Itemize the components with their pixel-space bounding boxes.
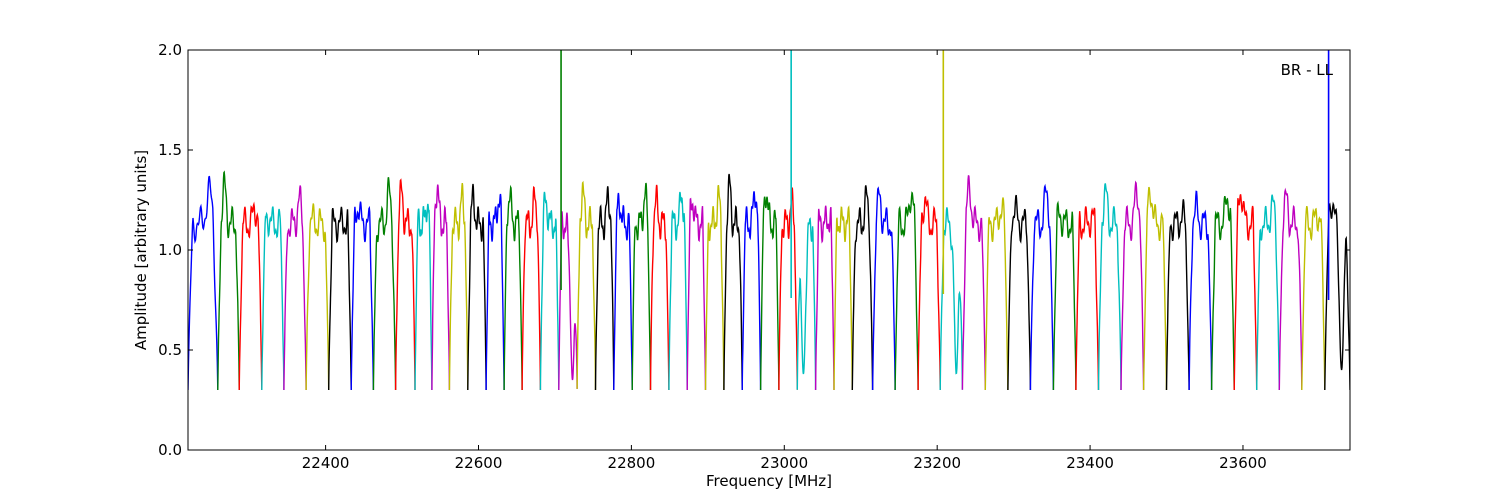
passband-segment xyxy=(759,196,780,391)
passband-segment xyxy=(704,184,725,391)
x-tick-label: 22800 xyxy=(608,454,656,472)
passband-segment xyxy=(467,183,487,391)
plot-frame xyxy=(187,49,1351,451)
x-tick-label: 22400 xyxy=(302,454,350,472)
y-tick-label: 0.0 xyxy=(158,441,182,459)
passband-segment xyxy=(485,193,505,391)
x-tick-label: 23200 xyxy=(913,454,961,472)
passband-segment xyxy=(1278,187,1303,391)
passband-segment xyxy=(686,197,707,391)
y-tick-label: 2.0 xyxy=(158,41,182,59)
passband-segment xyxy=(1120,180,1145,391)
passband-segment xyxy=(814,205,835,391)
passband-segment xyxy=(741,191,762,391)
annotation-label: BR - LL xyxy=(1281,61,1334,79)
passband-segment xyxy=(649,184,670,391)
passband-segment xyxy=(917,195,941,391)
y-axis-label: Amplitude [arbitrary units] xyxy=(132,150,150,350)
x-tick-label: 23600 xyxy=(1219,454,1267,472)
passband-segment xyxy=(350,201,375,391)
passband-segment xyxy=(1165,199,1190,391)
passband-segment xyxy=(1097,183,1122,391)
y-tick-label: 1.5 xyxy=(158,141,182,159)
passband-segment xyxy=(576,180,597,391)
passband-segment xyxy=(1142,186,1168,391)
plot-area xyxy=(188,50,1350,450)
passband-segment xyxy=(723,173,743,391)
passband-segment xyxy=(796,217,817,391)
passband-segment xyxy=(372,177,397,391)
passband-segment xyxy=(283,185,307,391)
passband-segment xyxy=(871,186,896,391)
passband-segment xyxy=(613,192,633,391)
passband-segment xyxy=(188,175,219,391)
passband-segment xyxy=(305,203,330,391)
passband-segment xyxy=(833,205,853,391)
x-tick-label: 22600 xyxy=(455,454,503,472)
passband-segment xyxy=(1075,206,1100,391)
y-tick-label: 0.5 xyxy=(158,341,182,359)
passband-segment xyxy=(631,182,652,391)
x-tick-label: 23000 xyxy=(760,454,808,472)
passband-segment xyxy=(217,170,240,391)
series-layer xyxy=(188,50,1350,391)
passband-segment xyxy=(539,191,560,391)
passband-segment xyxy=(521,186,542,391)
passband-segment xyxy=(1007,194,1032,391)
passband-segment xyxy=(431,184,451,391)
passband-segment xyxy=(328,206,352,391)
passband-segment xyxy=(394,178,416,391)
passband-segment xyxy=(1052,200,1077,391)
passband-segment xyxy=(503,184,523,391)
passband-segment xyxy=(778,187,798,391)
passband-segment xyxy=(1256,194,1280,391)
passband-segment xyxy=(1029,183,1055,391)
passband-segment xyxy=(894,191,919,391)
passband-segment xyxy=(594,186,615,391)
passband-segment xyxy=(1210,195,1235,391)
y-tick-label: 1.0 xyxy=(158,241,182,259)
x-tick-label: 23400 xyxy=(1066,454,1114,472)
passband-segment xyxy=(261,206,285,391)
tick-layer: 22400 22600 22800 23000 23200 23400 23600 0.0 0.… xyxy=(158,41,1350,472)
passband-segment xyxy=(851,185,874,391)
passband-segment xyxy=(1301,205,1326,391)
passband-segment xyxy=(448,183,469,391)
passband-segment xyxy=(668,191,688,391)
passband-segment xyxy=(984,197,1009,391)
passband-segment xyxy=(961,175,986,391)
passband-segment xyxy=(238,201,263,391)
x-axis-label: Frequency [MHz] xyxy=(706,472,832,490)
passband-segment xyxy=(1233,194,1258,391)
passband-segment xyxy=(414,203,433,391)
passband-segment xyxy=(1188,190,1213,391)
